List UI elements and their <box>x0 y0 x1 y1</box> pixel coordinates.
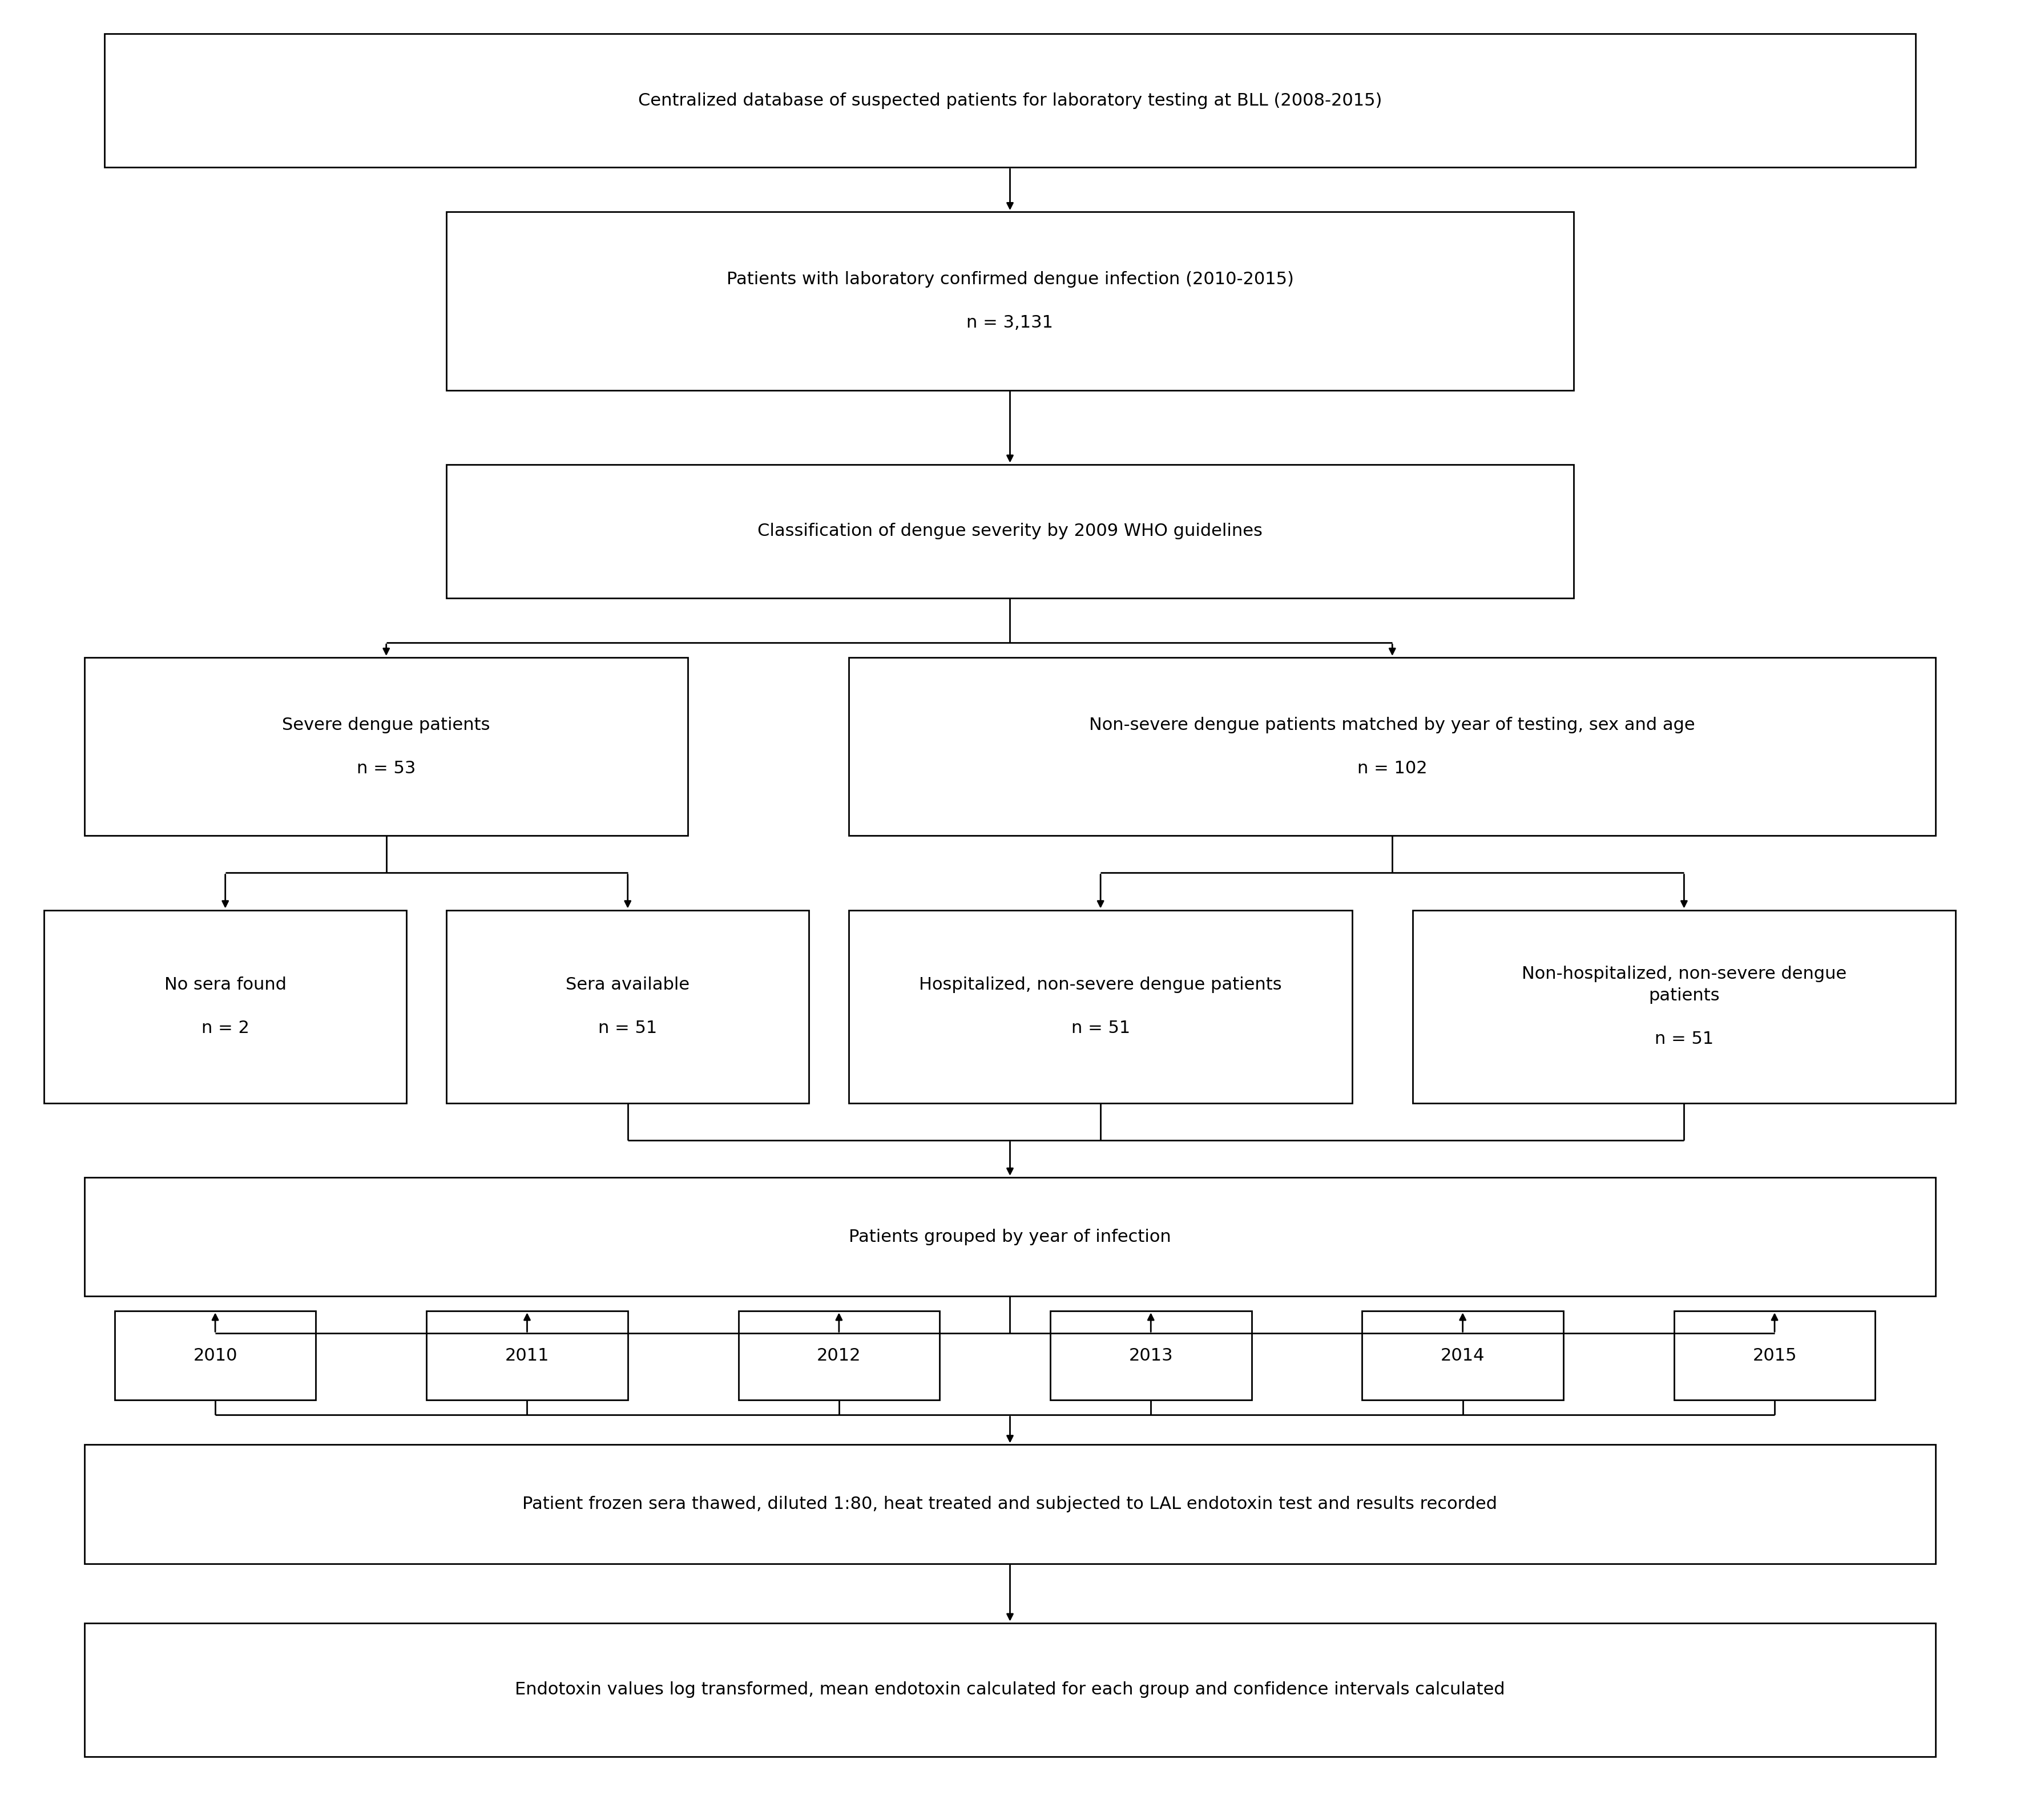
FancyBboxPatch shape <box>85 1623 1935 1756</box>
FancyBboxPatch shape <box>85 657 689 835</box>
FancyBboxPatch shape <box>1050 1310 1252 1400</box>
FancyBboxPatch shape <box>1412 910 1955 1103</box>
Text: Hospitalized, non-severe dengue patients

n = 51: Hospitalized, non-severe dengue patients… <box>919 977 1283 1037</box>
Text: 2014: 2014 <box>1440 1347 1485 1363</box>
Text: No sera found

n = 2: No sera found n = 2 <box>164 977 287 1037</box>
Text: Non-hospitalized, non-severe dengue
patients

n = 51: Non-hospitalized, non-severe dengue pati… <box>1521 966 1846 1048</box>
Text: 2015: 2015 <box>1753 1347 1796 1363</box>
Text: 2013: 2013 <box>1129 1347 1174 1363</box>
FancyBboxPatch shape <box>848 657 1935 835</box>
Text: 2010: 2010 <box>194 1347 236 1363</box>
FancyBboxPatch shape <box>446 464 1574 599</box>
Text: Patients with laboratory confirmed dengue infection (2010-2015)

n = 3,131: Patients with laboratory confirmed dengu… <box>727 271 1293 331</box>
Text: Patients grouped by year of infection: Patients grouped by year of infection <box>848 1228 1172 1245</box>
Text: Centralized database of suspected patients for laboratory testing at BLL (2008-2: Centralized database of suspected patien… <box>638 93 1382 109</box>
FancyBboxPatch shape <box>446 910 808 1103</box>
Text: 2012: 2012 <box>816 1347 861 1363</box>
FancyBboxPatch shape <box>739 1310 939 1400</box>
Text: Non-severe dengue patients matched by year of testing, sex and age

n = 102: Non-severe dengue patients matched by ye… <box>1089 717 1695 777</box>
FancyBboxPatch shape <box>85 1178 1935 1296</box>
Text: Classification of dengue severity by 2009 WHO guidelines: Classification of dengue severity by 200… <box>758 522 1262 539</box>
Text: Endotoxin values log transformed, mean endotoxin calculated for each group and c: Endotoxin values log transformed, mean e… <box>515 1682 1505 1698</box>
FancyBboxPatch shape <box>85 1445 1935 1563</box>
Text: 2011: 2011 <box>505 1347 549 1363</box>
Text: Severe dengue patients

n = 53: Severe dengue patients n = 53 <box>283 717 491 777</box>
Text: Patient frozen sera thawed, diluted 1:80, heat treated and subjected to LAL endo: Patient frozen sera thawed, diluted 1:80… <box>523 1496 1497 1512</box>
Text: Sera available

n = 51: Sera available n = 51 <box>566 977 689 1037</box>
FancyBboxPatch shape <box>848 910 1351 1103</box>
FancyBboxPatch shape <box>426 1310 628 1400</box>
FancyBboxPatch shape <box>105 33 1915 167</box>
FancyBboxPatch shape <box>1361 1310 1563 1400</box>
FancyBboxPatch shape <box>446 211 1574 389</box>
FancyBboxPatch shape <box>44 910 406 1103</box>
FancyBboxPatch shape <box>1675 1310 1875 1400</box>
FancyBboxPatch shape <box>115 1310 315 1400</box>
